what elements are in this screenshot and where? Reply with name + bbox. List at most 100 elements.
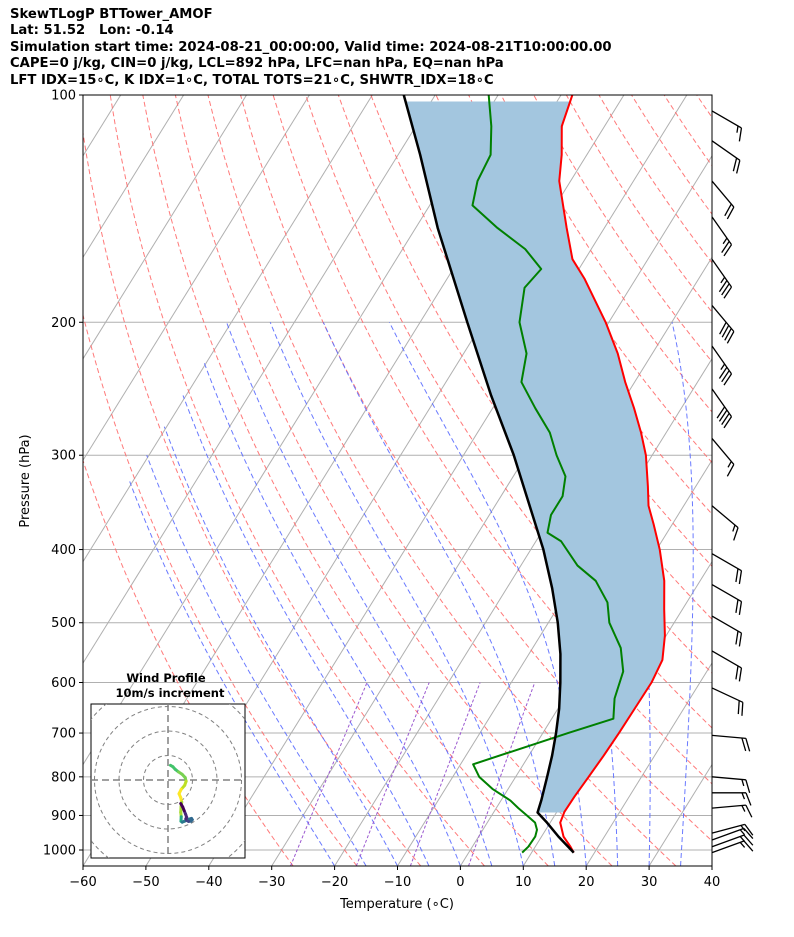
mixing-ratio-line <box>468 682 536 866</box>
y-tick-label: 300 <box>51 449 76 464</box>
dry-adiabat <box>631 95 712 215</box>
moist-adiabat <box>146 455 367 866</box>
x-tick-label: −50 <box>132 875 159 890</box>
dry-adiabat <box>207 95 677 866</box>
mixing-ratio-line <box>290 682 368 866</box>
wind-barb <box>711 216 733 257</box>
wind-barb <box>711 258 733 299</box>
wind-barb <box>711 345 733 386</box>
wind-barb <box>711 734 751 752</box>
mixing-ratio-line <box>355 682 430 866</box>
wind-barb <box>712 792 752 806</box>
chart-header: SkewTLogP BTTower_AMOF Lat: 51.52 Lon: -0… <box>10 7 612 89</box>
wind-barb <box>711 505 739 541</box>
moist-adiabat <box>711 860 712 866</box>
hodograph-segment <box>179 802 185 809</box>
indices-line: LFT IDX=15∘C, K IDX=1∘C, TOTAL TOTS=21∘C… <box>10 72 494 88</box>
wind-barb <box>711 553 743 585</box>
moist-adiabat <box>129 481 336 866</box>
wind-barb <box>711 615 743 647</box>
isotherm-line <box>271 154 712 866</box>
isotherm-line <box>208 95 688 866</box>
y-tick-label: 700 <box>51 727 76 742</box>
y-tick-label: 800 <box>51 770 76 785</box>
wind-barb <box>711 140 741 174</box>
wind-barb <box>711 776 751 793</box>
wind-barb <box>711 305 735 344</box>
y-tick-label: 200 <box>51 316 76 331</box>
moist-adiabat <box>203 360 461 866</box>
wind-barbs <box>711 110 754 854</box>
isotherm-line <box>83 95 373 563</box>
x-tick-label: 40 <box>704 875 721 890</box>
wind-barb <box>711 650 743 682</box>
dry-adiabat <box>729 95 794 866</box>
y-axis-label: Pressure (hPa) <box>18 434 33 527</box>
wind-barb <box>711 110 743 142</box>
dry-adiabat <box>142 95 549 866</box>
wind-barb <box>711 804 753 818</box>
y-tick-label: 400 <box>51 543 76 558</box>
hodograph-title: Wind Profile <box>126 671 206 685</box>
y-axis: 100 200 300 400 500 600 700 800 900 1000 <box>43 89 83 859</box>
wind-barb <box>711 834 754 848</box>
x-tick-label: 30 <box>641 875 658 890</box>
cape-line: CAPE=0 j/kg, CIN=0 j/kg, LCL=892 hPa, LF… <box>10 56 504 72</box>
x-tick-label: −20 <box>321 875 348 890</box>
dry-adiabat <box>663 95 712 167</box>
moist-adiabat <box>226 322 493 866</box>
moist-adiabat <box>269 322 524 866</box>
isotherm-line <box>83 95 436 665</box>
wind-barb <box>711 840 754 854</box>
dry-adiabat <box>762 95 794 866</box>
x-tick-label: 10 <box>515 875 532 890</box>
wind-barb <box>711 823 754 836</box>
x-tick-label: 0 <box>456 875 464 890</box>
wind-barb <box>711 687 744 716</box>
isotherm-line <box>83 95 185 259</box>
wind-barb <box>711 583 743 615</box>
isotherm-line <box>459 459 712 866</box>
dry-adiabat <box>83 458 294 866</box>
wind-barb <box>711 437 735 477</box>
time-line: Simulation start time: 2024-08-21_00:00:… <box>10 39 612 55</box>
x-tick-label: −60 <box>69 875 96 890</box>
moist-adiabat <box>182 395 430 866</box>
wind-barb <box>711 827 754 841</box>
cin-area <box>405 101 665 813</box>
mixing-ratio-line <box>409 682 481 866</box>
isotherm-line <box>648 763 712 866</box>
x-tick-label: 20 <box>578 875 595 890</box>
dry-adiabat <box>240 95 712 842</box>
location-line: Lat: 51.52 Lon: -0.14 <box>10 23 174 39</box>
x-axis: −60 −50 −40 −30 −20 −10 0 10 20 30 40 <box>69 866 720 890</box>
moist-adiabat <box>163 426 398 866</box>
moist-adiabat <box>322 322 556 866</box>
station-title: SkewTLogP BTTower_AMOF <box>10 7 213 22</box>
y-tick-label: 100 <box>51 89 76 104</box>
wind-barb <box>711 388 733 429</box>
dry-adiabat <box>83 313 358 866</box>
y-tick-label: 900 <box>51 809 76 824</box>
parcel-profile-line <box>402 95 575 854</box>
x-tick-label: −30 <box>258 875 285 890</box>
moist-adiabat <box>671 322 694 866</box>
dewpoint-profile-line <box>471 95 625 854</box>
isotherm-line <box>585 662 712 866</box>
y-tick-label: 500 <box>51 616 76 631</box>
profile-lines <box>402 95 666 854</box>
dry-adiabat <box>500 95 712 413</box>
x-tick-label: −40 <box>195 875 222 890</box>
cape-shading <box>405 101 665 813</box>
x-axis-label: Temperature (∘C) <box>339 897 454 912</box>
isotherm-line <box>83 95 247 360</box>
dry-adiabat <box>468 95 712 464</box>
y-tick-label: 1000 <box>43 844 76 859</box>
isotherm-line <box>711 865 712 866</box>
isotherm-line <box>83 95 310 462</box>
temperature-profile-line <box>558 95 666 854</box>
wind-barb <box>711 180 735 220</box>
dry-adiabat <box>109 95 485 866</box>
dry-adiabat <box>337 95 712 674</box>
